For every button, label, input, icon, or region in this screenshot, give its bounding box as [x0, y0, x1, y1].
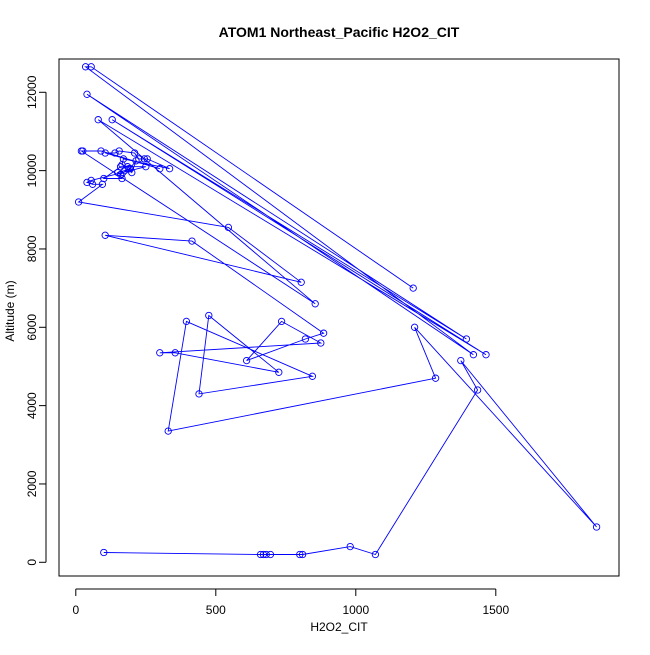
data-point [79, 147, 87, 155]
y-tick-label: 4000 [25, 392, 39, 419]
data-point [130, 149, 139, 157]
data-point [156, 165, 164, 173]
y-tick-label: 12000 [25, 75, 39, 109]
data-point [266, 550, 275, 559]
x-axis-label: H2O2_CIT [310, 620, 368, 634]
data-point [308, 372, 317, 380]
data-point [116, 163, 125, 171]
data-point [409, 284, 417, 292]
data-point [108, 116, 116, 124]
data-point [371, 550, 380, 559]
data-point [431, 374, 440, 382]
data-point [87, 176, 95, 185]
data-point [140, 155, 149, 163]
data-point [74, 198, 83, 206]
data-point [156, 349, 164, 357]
data-point [275, 368, 283, 376]
data-point [121, 166, 129, 175]
data-point [83, 90, 91, 98]
data-point [259, 550, 268, 559]
data-point [205, 311, 213, 320]
data-point [142, 163, 150, 171]
data-point [277, 317, 286, 326]
data-point [81, 63, 90, 71]
data-point [462, 335, 471, 343]
x-tick-label: 1500 [482, 603, 509, 617]
data-point [242, 356, 251, 365]
data-point [118, 174, 126, 183]
data-point [132, 157, 140, 165]
x-tick-label: 1000 [342, 603, 369, 617]
y-tick-label: 10000 [25, 154, 39, 188]
x-axis: 0 500 1000 1500 [72, 588, 509, 617]
data-point [296, 550, 304, 559]
data-point [101, 231, 109, 239]
data-point [457, 356, 465, 365]
series-layer [74, 63, 601, 559]
data-point [311, 300, 319, 308]
data-point [592, 523, 601, 531]
data-point [473, 386, 482, 394]
data-point [195, 390, 203, 398]
x-tick-label: 500 [206, 603, 226, 617]
data-point [224, 223, 233, 232]
data-point [128, 168, 136, 177]
data-point [301, 335, 310, 343]
y-tick-label: 8000 [25, 235, 39, 262]
data-point [101, 149, 109, 157]
data-point [165, 165, 174, 173]
data-point [319, 329, 328, 337]
x-tick-label: 0 [72, 603, 79, 617]
plot-frame [58, 58, 620, 577]
data-point [298, 550, 307, 559]
data-point [116, 170, 125, 179]
data-point [94, 116, 102, 124]
data-point [346, 542, 354, 551]
y-axis: 0 2000 4000 6000 8000 10000 12000 [25, 75, 47, 566]
data-point [482, 351, 490, 359]
y-axis-label: Altitude (m) [3, 280, 17, 341]
data-point [115, 147, 123, 155]
data-point [297, 278, 305, 286]
data-point [410, 323, 419, 331]
data-point [171, 349, 179, 357]
data-point [262, 550, 270, 559]
data-point [100, 548, 108, 557]
data-point [469, 351, 478, 359]
data-point [256, 550, 265, 559]
data-point [98, 180, 107, 188]
y-tick-label: 6000 [25, 314, 39, 341]
data-point [182, 317, 191, 326]
data-point [111, 149, 119, 157]
y-tick-label: 2000 [25, 470, 39, 497]
data-point [143, 155, 151, 163]
y-tick-label: 0 [25, 559, 39, 566]
data-point [88, 180, 97, 188]
data-point [97, 147, 105, 155]
data-point [317, 339, 325, 347]
chart-title: ATOM1 Northeast_Pacific H2O2_CIT [219, 24, 460, 40]
data-point [188, 237, 196, 245]
data-point [87, 63, 95, 71]
data-point [164, 427, 172, 435]
